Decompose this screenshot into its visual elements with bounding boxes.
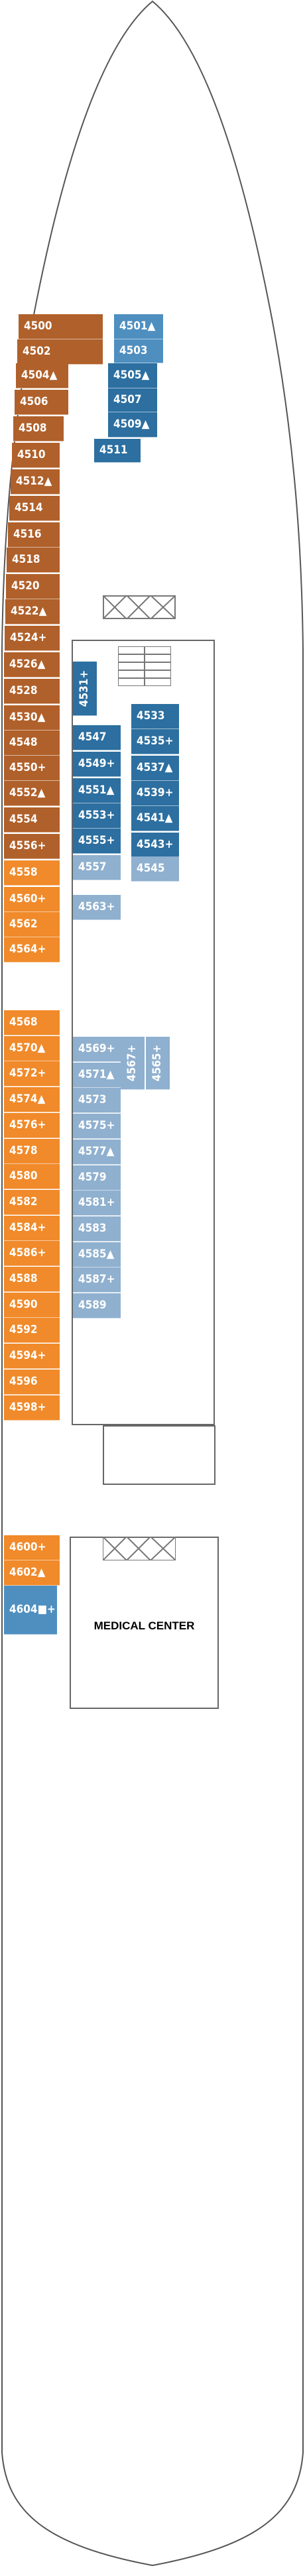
cabin-4548[interactable]: 4548 — [4, 731, 60, 756]
cabin-4547[interactable]: 4547 — [73, 725, 121, 750]
stair-x-icons-aft — [103, 1537, 176, 1560]
cabin-4556[interactable]: 4556+ — [4, 834, 60, 859]
cabin-4567[interactable]: 4567+ — [121, 1037, 145, 1090]
cabin-4573[interactable]: 4573 — [73, 1088, 121, 1114]
cabin-4558[interactable]: 4558 — [4, 860, 60, 886]
cabin-4502[interactable]: 4502 — [17, 339, 103, 365]
cabin-4592[interactable]: 4592 — [4, 1318, 60, 1344]
cabin-4522[interactable]: 4522▲ — [5, 599, 60, 624]
cabin-4535[interactable]: 4535+ — [131, 729, 179, 754]
cabin-4504[interactable]: 4504▲ — [16, 363, 68, 388]
cabin-4562[interactable]: 4562 — [4, 912, 60, 937]
cabin-4506[interactable]: 4506 — [15, 390, 68, 415]
stairs-forward-icon — [118, 646, 171, 686]
cabin-4549[interactable]: 4549+ — [73, 752, 121, 777]
cabin-4565[interactable]: 4565+ — [146, 1037, 170, 1090]
cabin-4550[interactable]: 4550+ — [4, 756, 60, 781]
cabin-4505[interactable]: 4505▲ — [108, 363, 157, 388]
cabin-4600[interactable]: 4600+ — [4, 1535, 60, 1560]
cabin-4503[interactable]: 4503 — [114, 339, 163, 363]
cabin-4589[interactable]: 4589 — [73, 1293, 121, 1318]
cabin-4576[interactable]: 4576+ — [4, 1112, 60, 1138]
cabin-4514[interactable]: 4514 — [9, 496, 60, 521]
cabin-4585[interactable]: 4585▲ — [73, 1242, 121, 1267]
cabin-4594[interactable]: 4594+ — [4, 1344, 60, 1370]
cabin-4545[interactable]: 4545 — [131, 856, 179, 882]
cabin-4602[interactable]: 4602▲ — [4, 1560, 60, 1586]
cabin-4584[interactable]: 4584+ — [4, 1215, 60, 1241]
cabin-4512[interactable]: 4512▲ — [11, 469, 60, 495]
cabin-4574[interactable]: 4574▲ — [4, 1087, 60, 1113]
cabin-4560[interactable]: 4560+ — [4, 887, 60, 912]
cabin-4509[interactable]: 4509▲ — [108, 412, 157, 438]
cabin-4537[interactable]: 4537▲ — [131, 756, 179, 781]
cabin-4524[interactable]: 4524+ — [5, 626, 60, 651]
cabin-4578[interactable]: 4578 — [4, 1138, 60, 1164]
cabin-4571[interactable]: 4571▲ — [73, 1062, 121, 1088]
cabin-4563[interactable]: 4563+ — [73, 895, 121, 920]
cabin-4543[interactable]: 4543+ — [131, 833, 179, 858]
cabin-4581[interactable]: 4581+ — [73, 1191, 121, 1216]
cabin-4507[interactable]: 4507 — [108, 388, 157, 412]
cabin-4520[interactable]: 4520 — [6, 574, 60, 599]
cabin-4500[interactable]: 4500 — [19, 314, 103, 339]
cabin-4533[interactable]: 4533 — [131, 704, 179, 729]
cabin-4528[interactable]: 4528 — [4, 679, 60, 704]
cabin-4579[interactable]: 4579 — [73, 1165, 121, 1191]
cabin-4604[interactable]: 4604■+ — [4, 1586, 57, 1635]
cabin-4564[interactable]: 4564+ — [4, 937, 60, 963]
cabin-4555[interactable]: 4555+ — [73, 829, 121, 854]
medical-center-label: MEDICAL CENTER — [93, 1619, 195, 1632]
cabin-4568[interactable]: 4568 — [4, 1010, 60, 1035]
cabin-4577[interactable]: 4577▲ — [73, 1139, 121, 1165]
cabin-4508[interactable]: 4508 — [13, 416, 64, 441]
cabin-4569[interactable]: 4569+ — [73, 1037, 121, 1062]
cabin-4511[interactable]: 4511 — [94, 439, 141, 463]
cabin-4586[interactable]: 4586+ — [4, 1241, 60, 1267]
cabin-4539[interactable]: 4539+ — [131, 781, 179, 806]
cabin-4583[interactable]: 4583 — [73, 1216, 121, 1242]
cabin-4553[interactable]: 4553+ — [73, 803, 121, 829]
cabin-4557[interactable]: 4557 — [73, 855, 121, 880]
cabin-4518[interactable]: 4518 — [7, 548, 60, 573]
cabin-4531[interactable]: 4531+ — [73, 662, 97, 716]
cabin-4501[interactable]: 4501▲ — [114, 314, 163, 339]
cabin-4596[interactable]: 4596 — [4, 1369, 60, 1395]
cabin-4554[interactable]: 4554 — [4, 807, 60, 833]
cabin-4510[interactable]: 4510 — [12, 443, 60, 468]
cabin-4530[interactable]: 4530▲ — [4, 705, 60, 731]
cabin-4570[interactable]: 4570▲ — [4, 1035, 60, 1061]
aft-stair-block — [103, 1425, 215, 1485]
cabin-4598[interactable]: 4598+ — [4, 1395, 60, 1421]
cabin-4588[interactable]: 4588 — [4, 1267, 60, 1292]
cabin-4541[interactable]: 4541▲ — [131, 806, 179, 831]
cabin-4575[interactable]: 4575+ — [73, 1114, 121, 1140]
cabin-4526[interactable]: 4526▲ — [4, 652, 60, 677]
cabin-4582[interactable]: 4582 — [4, 1189, 60, 1215]
cabin-4572[interactable]: 4572+ — [4, 1061, 60, 1087]
cabin-4580[interactable]: 4580 — [4, 1164, 60, 1190]
stair-x-icons-forward — [103, 595, 176, 619]
cabin-4551[interactable]: 4551▲ — [73, 778, 121, 803]
cabin-4590[interactable]: 4590 — [4, 1292, 60, 1318]
cabin-4516[interactable]: 4516 — [8, 522, 60, 548]
cabin-4587[interactable]: 4587+ — [73, 1267, 121, 1293]
cabin-4552[interactable]: 4552▲ — [4, 781, 60, 806]
